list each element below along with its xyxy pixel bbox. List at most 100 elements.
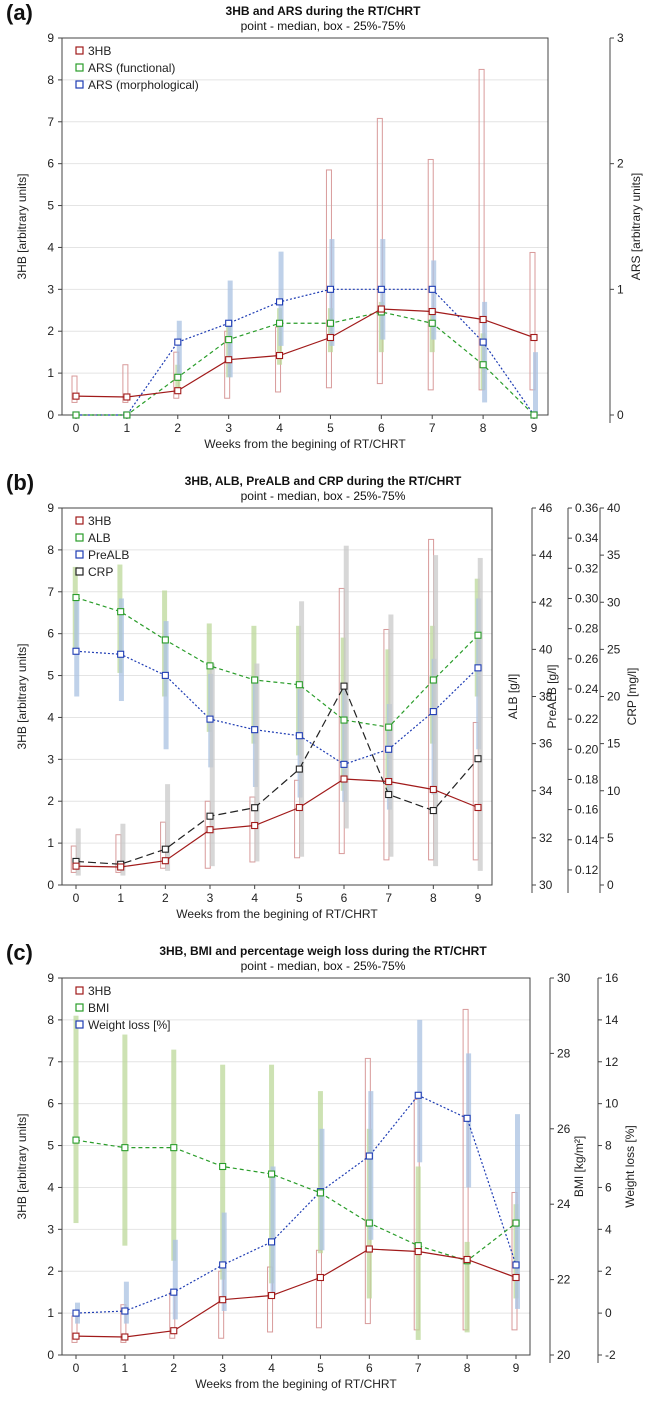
y-tick-label: 9 [47,31,54,45]
iqr-box [417,1019,423,1163]
iqr-box [254,663,260,862]
median-marker [340,716,348,724]
iqr-box [220,1064,226,1280]
secondary-y-axis-label: ALB [g/l] [506,674,520,719]
secondary-y-tick-label: 0.24 [575,682,599,696]
median-marker [161,636,169,644]
legend-marker [75,516,84,525]
series-line [76,288,535,416]
y-axis-label: 3HB [arbitrary units] [15,643,29,749]
median-marker [316,1189,324,1197]
median-marker [72,392,80,400]
iqr-box [464,1241,470,1333]
panel-label: (c) [6,940,33,965]
chart-subtitle: point - median, box - 25%-75% [240,959,406,973]
median-marker [474,631,482,639]
y-tick-label: 9 [47,971,54,985]
median-marker [276,351,284,360]
y-tick-label: 7 [47,585,54,599]
x-tick-label: 6 [341,891,348,905]
y-tick-label: 8 [47,543,54,557]
iqr-box [118,598,124,702]
median-marker [340,682,348,690]
median-marker [295,765,303,773]
iqr-box [477,557,483,871]
median-marker [295,681,303,689]
y-tick-label: 6 [47,157,54,171]
median-marker [268,1291,276,1300]
median-marker [428,307,436,316]
median-marker [206,662,214,670]
legend-label: BMI [88,1001,109,1015]
y-tick-label: 6 [47,1097,54,1111]
median-marker [340,760,348,768]
x-tick-label: 4 [251,891,258,905]
median-marker [512,1273,520,1282]
chart-title: 3HB, ALB, PreALB and CRP during the RT/C… [184,474,462,488]
iqr-box [482,301,488,403]
secondary-y-tick-label: 36 [539,737,553,751]
median-marker [530,411,538,419]
secondary-y-tick-label: 38 [539,690,553,704]
secondary-y-tick-label: 30 [607,595,621,609]
median-marker [251,726,259,734]
legend-marker [75,80,84,89]
x-tick-label: 8 [480,421,487,435]
iqr-box [163,621,169,750]
median-marker [251,676,259,684]
secondary-y-tick-label: 15 [607,737,621,751]
median-marker [174,338,182,346]
secondary-y-tick-label: 10 [605,1097,619,1111]
median-marker [474,664,482,672]
median-marker [377,285,385,293]
secondary-y-axis-label: CRP [mg/l] [625,668,639,726]
median-marker [428,285,436,293]
y-tick-label: 8 [47,73,54,87]
y-tick-label: 7 [47,115,54,129]
median-marker [170,1144,178,1152]
median-marker [206,715,214,723]
x-tick-label: 7 [415,1361,422,1375]
y-tick-label: 1 [47,366,54,380]
iqr-box [172,1239,178,1320]
median-marker [414,1091,422,1099]
y-tick-label: 2 [47,324,54,338]
secondary-y-tick-label: 5 [607,831,614,845]
legend-marker [75,63,84,72]
median-marker [117,650,125,658]
median-marker [72,1309,80,1317]
iqr-box [120,1304,127,1343]
secondary-y-tick-label: 0.30 [575,591,599,605]
x-tick-label: 8 [464,1361,471,1375]
secondary-y-tick-label: 30 [539,878,553,892]
median-marker [225,319,233,327]
legend-label: 3HB [88,514,111,528]
median-marker [479,338,487,346]
legend-label: Weight loss [%] [88,1018,170,1032]
median-marker [219,1296,227,1304]
secondary-y-tick-label: -2 [605,1348,616,1362]
secondary-y-tick-label: 0.12 [575,863,599,877]
y-tick-label: 5 [47,199,54,213]
iqr-box [122,1034,128,1246]
median-marker [72,1136,80,1144]
panel-c: 0 1 2 3 4 5 6 7 8 9 3HB [arbitrary units] 0 1 2 3 4 5 6 7 8… [0,940,646,1408]
x-tick-label: 5 [296,891,303,905]
median-marker [479,315,487,324]
median-marker [225,356,233,364]
legend-marker [75,46,84,55]
secondary-y-tick-label: 40 [539,642,553,656]
median-marker [385,777,393,786]
median-marker [479,361,487,369]
x-tick-label: 4 [276,421,283,435]
legend-label: CRP [88,565,113,579]
chart-subtitle: point - median, box - 25%-75% [240,489,406,503]
iqr-box [75,828,81,876]
chart-a: 0 1 2 3 4 5 6 7 8 9 3HB [arbitrary units] 0 1 2 3 4 5 6 7 8… [15,31,643,451]
x-tick-label: 6 [366,1361,373,1375]
median-marker [365,1152,373,1160]
series-line [75,596,479,728]
secondary-y-tick-label: 10 [607,784,621,798]
secondary-y-tick-label: 20 [557,1348,571,1362]
